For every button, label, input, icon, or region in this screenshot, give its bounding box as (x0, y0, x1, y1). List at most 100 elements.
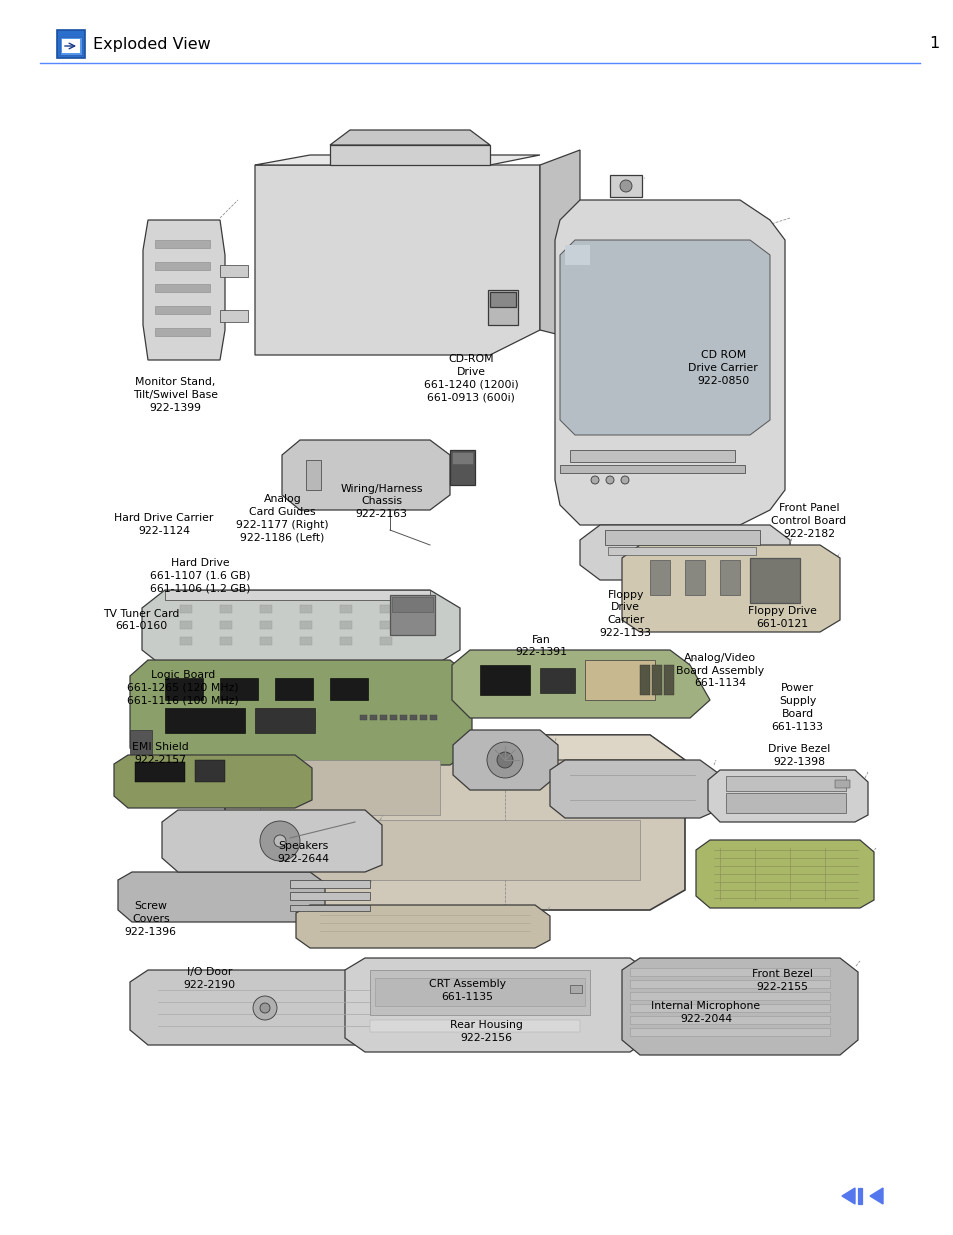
Circle shape (605, 475, 614, 484)
Bar (649, 559, 669, 595)
Bar (663, 664, 673, 695)
Bar (194, 760, 225, 782)
Bar (569, 450, 734, 462)
Bar (684, 559, 704, 595)
Polygon shape (295, 905, 550, 948)
Bar (410, 715, 416, 720)
Text: CD-ROM
Drive
661-1240 (1200i)
661-0913 (600i): CD-ROM Drive 661-1240 (1200i) 661-0913 (… (423, 353, 518, 403)
Bar (154, 284, 210, 291)
Polygon shape (254, 165, 539, 354)
Bar (260, 621, 272, 629)
Polygon shape (225, 735, 684, 910)
Polygon shape (453, 730, 558, 790)
Bar (857, 1188, 862, 1204)
Polygon shape (113, 755, 312, 808)
Bar (450, 450, 475, 485)
Bar (604, 530, 760, 545)
Bar (274, 678, 313, 700)
Circle shape (260, 1003, 270, 1013)
Bar (154, 262, 210, 270)
Bar (639, 664, 649, 695)
Bar (490, 291, 516, 308)
Bar (370, 715, 376, 720)
Text: I/O Door
922-2190: I/O Door 922-2190 (184, 967, 235, 989)
Bar (430, 715, 436, 720)
Polygon shape (550, 760, 718, 818)
Circle shape (253, 995, 276, 1020)
Bar (379, 621, 392, 629)
Bar (479, 664, 530, 695)
Bar (299, 605, 312, 613)
Polygon shape (559, 240, 769, 435)
Polygon shape (143, 220, 225, 359)
Text: Rear Housing
922-2156: Rear Housing 922-2156 (450, 1020, 522, 1042)
Bar (260, 605, 272, 613)
Text: Drive Bezel
922-1398: Drive Bezel 922-1398 (767, 745, 830, 767)
Polygon shape (130, 659, 472, 764)
Circle shape (486, 742, 522, 778)
Bar (299, 637, 312, 645)
Text: Floppy Drive
661-0121: Floppy Drive 661-0121 (747, 606, 816, 629)
Bar (62, 40, 80, 53)
Bar (220, 621, 232, 629)
Polygon shape (696, 840, 873, 908)
Bar (339, 621, 352, 629)
Bar (379, 605, 392, 613)
Bar (60, 37, 82, 56)
Polygon shape (539, 149, 579, 340)
Text: Hard Drive Carrier
922-1124: Hard Drive Carrier 922-1124 (114, 514, 213, 536)
Circle shape (260, 821, 299, 861)
Text: CD ROM
Drive Carrier
922-0850: CD ROM Drive Carrier 922-0850 (687, 351, 758, 385)
Circle shape (497, 752, 513, 768)
Bar (260, 820, 639, 881)
Bar (629, 1004, 829, 1011)
Bar (725, 776, 845, 790)
Bar (220, 310, 248, 322)
Bar (725, 793, 845, 813)
Bar (609, 175, 641, 198)
Text: Exploded View: Exploded View (92, 37, 211, 52)
Bar (629, 992, 829, 1000)
Bar (749, 558, 800, 603)
Bar (220, 637, 232, 645)
Text: EMI Shield
922-2157: EMI Shield 922-2157 (132, 742, 189, 764)
Bar (154, 240, 210, 248)
Bar (559, 466, 744, 473)
Polygon shape (142, 590, 459, 668)
Text: Wiring/Harness
Chassis
922-2163: Wiring/Harness Chassis 922-2163 (340, 484, 422, 519)
Bar (452, 452, 473, 464)
Polygon shape (555, 200, 784, 525)
Bar (370, 1020, 579, 1032)
Bar (629, 981, 829, 988)
Bar (165, 708, 245, 734)
Bar (584, 659, 655, 700)
Bar (290, 881, 370, 888)
Bar (260, 637, 272, 645)
Bar (260, 760, 439, 815)
Bar (339, 605, 352, 613)
Bar (390, 595, 435, 635)
Bar (220, 266, 248, 277)
Circle shape (619, 180, 631, 191)
Text: Speakers
922-2644: Speakers 922-2644 (277, 841, 329, 863)
Polygon shape (452, 650, 709, 718)
Bar (359, 715, 367, 720)
Bar (569, 986, 581, 993)
Bar (220, 678, 257, 700)
Polygon shape (162, 810, 381, 872)
Polygon shape (282, 440, 450, 510)
Polygon shape (254, 156, 539, 165)
Text: Floppy
Drive
Carrier
922-1133: Floppy Drive Carrier 922-1133 (599, 589, 651, 638)
Bar (330, 678, 368, 700)
Text: Internal Microphone
922-2044: Internal Microphone 922-2044 (651, 1002, 760, 1024)
Bar (290, 892, 370, 900)
Bar (299, 621, 312, 629)
Polygon shape (330, 130, 490, 144)
Text: Hard Drive
661-1107 (1.6 GB)
661-1106 (1.2 GB): Hard Drive 661-1107 (1.6 GB) 661-1106 (1… (150, 558, 251, 593)
Circle shape (620, 475, 628, 484)
Text: Analog/Video
Board Assembly
661-1134: Analog/Video Board Assembly 661-1134 (676, 653, 763, 688)
Circle shape (274, 835, 286, 847)
Bar (720, 559, 740, 595)
Circle shape (590, 475, 598, 484)
Polygon shape (330, 144, 490, 165)
